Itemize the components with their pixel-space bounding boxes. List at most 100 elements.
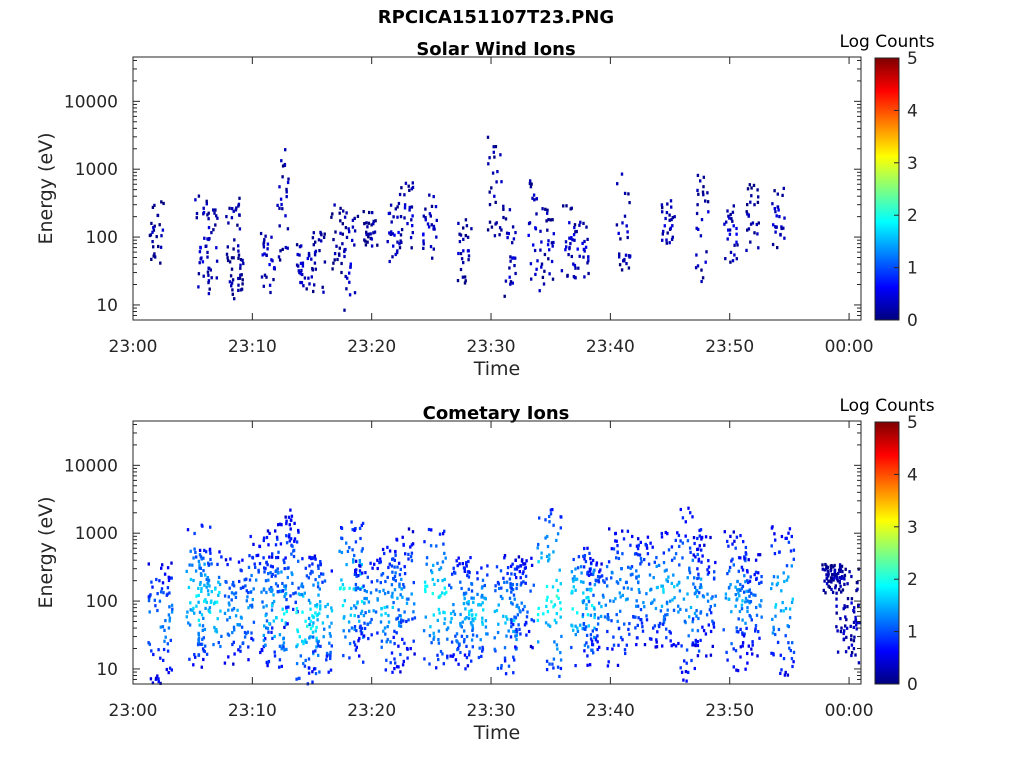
data-cell bbox=[273, 266, 276, 270]
data-cell bbox=[751, 640, 754, 644]
data-cell bbox=[282, 641, 286, 645]
data-cell bbox=[596, 634, 599, 638]
data-cell bbox=[461, 275, 465, 279]
data-cell bbox=[232, 247, 235, 251]
data-cell bbox=[587, 597, 590, 602]
data-cell bbox=[233, 238, 236, 242]
burst-30 bbox=[835, 567, 861, 665]
data-cell bbox=[743, 632, 746, 636]
data-cell bbox=[429, 625, 432, 629]
data-cell bbox=[443, 611, 446, 615]
data-cell bbox=[397, 561, 401, 565]
burst-23 bbox=[653, 530, 680, 649]
data-cell bbox=[227, 655, 230, 659]
data-cell bbox=[734, 546, 737, 550]
data-cell bbox=[583, 643, 587, 647]
data-cell bbox=[370, 223, 373, 227]
data-cell bbox=[592, 651, 595, 655]
data-cell bbox=[189, 577, 193, 582]
data-cell bbox=[791, 597, 794, 601]
data-cell bbox=[756, 654, 759, 658]
data-cell bbox=[223, 594, 227, 598]
data-cell bbox=[383, 626, 387, 630]
data-cell bbox=[686, 539, 690, 543]
data-cell bbox=[369, 561, 372, 565]
data-cell bbox=[285, 195, 288, 199]
burst-0 bbox=[147, 561, 174, 685]
data-cell bbox=[584, 560, 588, 564]
data-cell bbox=[750, 194, 753, 198]
data-cell bbox=[296, 610, 299, 614]
data-cell bbox=[752, 593, 755, 597]
data-cell bbox=[621, 529, 624, 533]
data-cell bbox=[452, 609, 455, 613]
data-cell bbox=[510, 625, 513, 629]
data-cell bbox=[642, 601, 645, 605]
data-cell bbox=[587, 271, 590, 276]
data-cell bbox=[445, 590, 448, 594]
data-cell bbox=[509, 635, 513, 639]
data-cell bbox=[365, 590, 368, 594]
data-cell bbox=[500, 180, 503, 184]
data-cell bbox=[740, 603, 744, 607]
data-cell bbox=[359, 629, 362, 633]
data-cell bbox=[663, 224, 666, 228]
data-cell bbox=[363, 626, 367, 631]
data-cell bbox=[728, 228, 732, 232]
data-cell bbox=[583, 249, 586, 253]
data-cell bbox=[850, 653, 853, 658]
data-cell bbox=[515, 583, 519, 587]
burst-25 bbox=[723, 204, 739, 264]
data-cell bbox=[483, 583, 486, 588]
data-cell bbox=[214, 208, 217, 212]
data-cell bbox=[782, 571, 785, 575]
data-cell bbox=[696, 640, 699, 644]
data-cell bbox=[301, 639, 304, 643]
data-cell bbox=[711, 595, 714, 599]
data-cell bbox=[397, 230, 400, 235]
data-cell bbox=[213, 211, 216, 215]
data-cell bbox=[756, 232, 759, 236]
data-cell bbox=[150, 649, 153, 653]
data-cell bbox=[691, 515, 694, 519]
data-cell bbox=[340, 536, 343, 540]
data-cell bbox=[231, 207, 234, 211]
data-cell bbox=[309, 572, 312, 576]
data-cell bbox=[850, 634, 853, 638]
data-cell bbox=[319, 230, 322, 234]
data-cell bbox=[584, 245, 588, 249]
data-cell bbox=[341, 583, 345, 587]
data-cell bbox=[723, 222, 726, 226]
data-cell bbox=[392, 215, 395, 219]
data-cell bbox=[499, 594, 503, 599]
data-cell bbox=[539, 229, 542, 233]
data-cell bbox=[389, 203, 393, 207]
data-cell bbox=[745, 210, 748, 214]
data-cell bbox=[250, 631, 253, 635]
data-cell bbox=[381, 572, 385, 576]
data-cell bbox=[266, 563, 269, 567]
data-cell bbox=[694, 266, 698, 270]
data-cell bbox=[271, 259, 274, 263]
data-cell bbox=[822, 588, 825, 592]
data-cell bbox=[427, 527, 431, 532]
data-cell bbox=[546, 544, 550, 549]
data-cell bbox=[410, 187, 414, 191]
data-cell bbox=[355, 629, 358, 633]
data-cell bbox=[266, 664, 269, 668]
data-cell bbox=[232, 640, 235, 644]
data-cell bbox=[248, 554, 251, 558]
data-cell bbox=[753, 573, 756, 577]
data-cell bbox=[197, 586, 200, 590]
data-cell bbox=[792, 548, 796, 552]
data-cell bbox=[620, 268, 624, 272]
data-cell bbox=[512, 655, 515, 659]
data-cell bbox=[296, 252, 299, 257]
data-cell bbox=[665, 636, 668, 640]
data-cell bbox=[587, 573, 591, 577]
data-cell bbox=[639, 608, 643, 612]
data-cell bbox=[699, 610, 703, 614]
data-cell bbox=[638, 590, 641, 594]
data-cell bbox=[343, 215, 347, 219]
